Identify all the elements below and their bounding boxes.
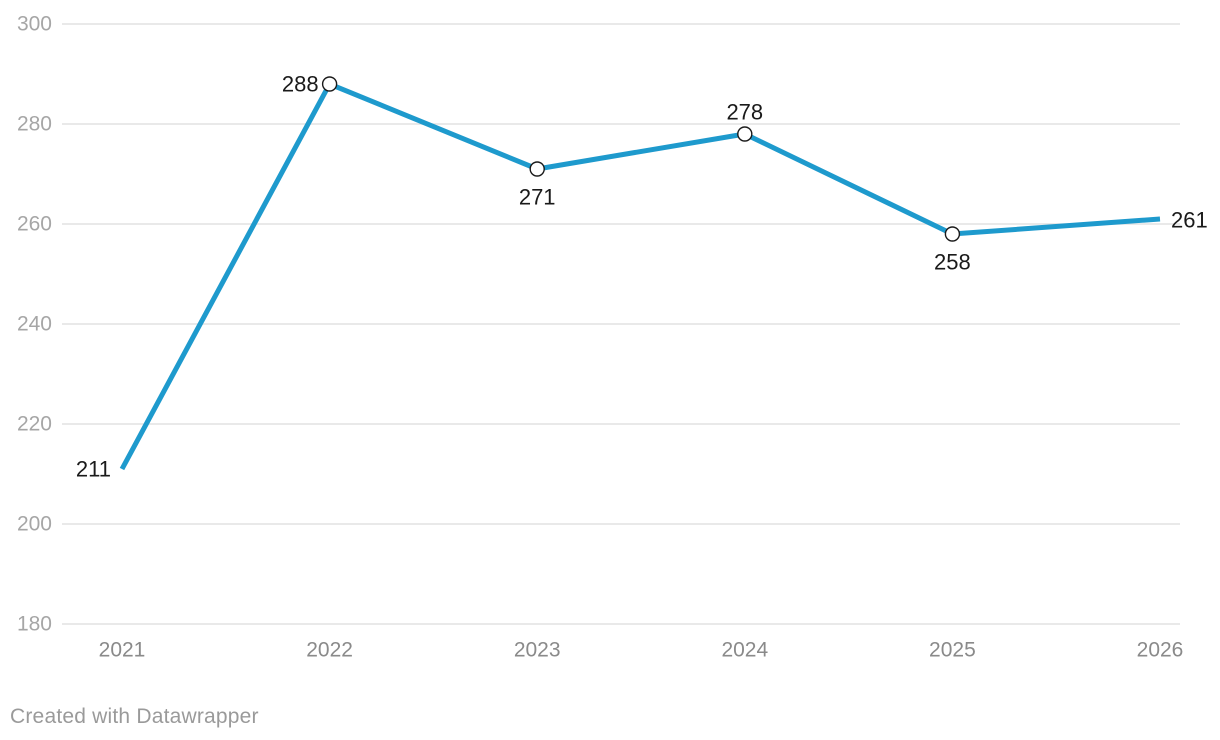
x-tick-label: 2024 — [721, 639, 768, 662]
chart-canvas: 180 200 220 240 260 280 300 2021 2022 2023 2024 202… — [17, 13, 1208, 662]
x-tick-label: 2023 — [514, 639, 561, 662]
data-point-label: 211 — [76, 457, 111, 482]
y-tick-label: 300 — [17, 13, 52, 36]
x-tick-label: 2026 — [1137, 639, 1184, 662]
data-point-label: 288 — [282, 72, 319, 97]
data-point-label: 261 — [1171, 208, 1208, 233]
data-point-label: 271 — [519, 185, 556, 210]
data-point-marker[interactable] — [321, 76, 338, 92]
y-tick-label: 180 — [17, 613, 52, 636]
data-point-marker[interactable] — [944, 226, 961, 242]
y-tick-label: 240 — [17, 313, 52, 336]
datawrapper-credit-link[interactable]: Created with Datawrapper — [10, 705, 259, 728]
x-tick-label: 2025 — [929, 639, 976, 662]
y-tick-label: 280 — [17, 113, 52, 136]
data-point-marker[interactable] — [737, 126, 753, 142]
y-tick-label: 260 — [17, 213, 52, 236]
y-tick-label: 200 — [17, 513, 52, 536]
x-tick-label: 2022 — [306, 639, 353, 662]
data-point-marker[interactable] — [529, 161, 545, 177]
data-point-label: 278 — [726, 100, 763, 125]
data-point-label: 258 — [934, 250, 971, 275]
x-tick-label: 2021 — [99, 639, 146, 662]
y-tick-label: 220 — [17, 413, 52, 436]
data-series-line — [119, 80, 1161, 471]
